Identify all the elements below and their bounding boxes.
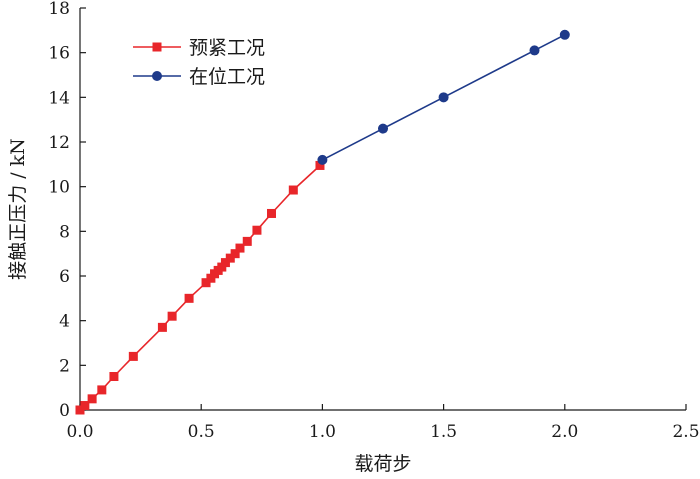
- data-point: [288, 185, 298, 195]
- legend-item: 在位工况: [133, 66, 265, 88]
- legend-marker: [152, 42, 162, 52]
- plot-frame: [79, 8, 686, 411]
- data-point: [317, 154, 328, 165]
- y-tick-label: 10: [48, 178, 70, 198]
- y-axis-title: 接触正压力 / kN: [7, 138, 29, 280]
- y-tick-label: 12: [48, 133, 70, 153]
- legend-label: 预紧工况: [189, 37, 265, 59]
- y-tick-label: 0: [59, 401, 70, 421]
- legend-item: 预紧工况: [133, 37, 265, 59]
- data-point: [109, 372, 119, 381]
- x-tick-label: 2.5: [672, 422, 699, 442]
- data-point: [378, 123, 388, 134]
- data-point: [252, 225, 262, 235]
- data-point: [167, 311, 177, 321]
- y-tick-label: 18: [48, 0, 70, 19]
- data-point: [75, 405, 85, 415]
- data-point: [438, 92, 449, 103]
- data-point: [230, 249, 240, 259]
- data-point: [529, 45, 540, 56]
- y-tick-label: 6: [59, 267, 70, 287]
- data-point: [201, 278, 211, 288]
- data-point: [220, 258, 230, 268]
- x-axis-ticks: 0.0 0.5 1.0 1.5 2.0 2.5: [66, 404, 700, 442]
- y-axis-ticks: 0 2 4 6 8 10 12 14 16 18: [48, 0, 86, 421]
- data-point: [80, 401, 90, 411]
- data-point: [87, 394, 97, 404]
- data-point: [225, 253, 235, 263]
- x-tick-label: 2.0: [551, 422, 578, 442]
- data-point: [184, 293, 194, 303]
- x-axis-title: 载荷步: [354, 453, 411, 475]
- data-point: [266, 208, 276, 218]
- y-tick-label: 14: [48, 88, 70, 108]
- legend-label: 在位工况: [189, 66, 265, 88]
- x-tick-label: 1.0: [309, 422, 336, 442]
- data-point: [235, 243, 245, 253]
- data-point: [97, 385, 107, 395]
- series-2: [317, 29, 570, 165]
- data-point: [128, 351, 138, 361]
- data-point: [242, 236, 252, 246]
- y-tick-label: 4: [59, 312, 70, 332]
- y-tick-label: 8: [59, 222, 70, 242]
- y-tick-label: 2: [59, 356, 70, 376]
- y-tick-label: 16: [48, 44, 70, 64]
- data-point: [559, 29, 570, 40]
- series-1: [75, 160, 325, 415]
- x-tick-label: 1.5: [430, 422, 457, 442]
- data-point: [157, 322, 167, 332]
- x-tick-label: 0.5: [188, 422, 215, 442]
- x-tick-label: 0.0: [66, 422, 93, 442]
- series-layer: [75, 29, 570, 415]
- legend-marker: [152, 71, 162, 81]
- data-point: [315, 160, 325, 170]
